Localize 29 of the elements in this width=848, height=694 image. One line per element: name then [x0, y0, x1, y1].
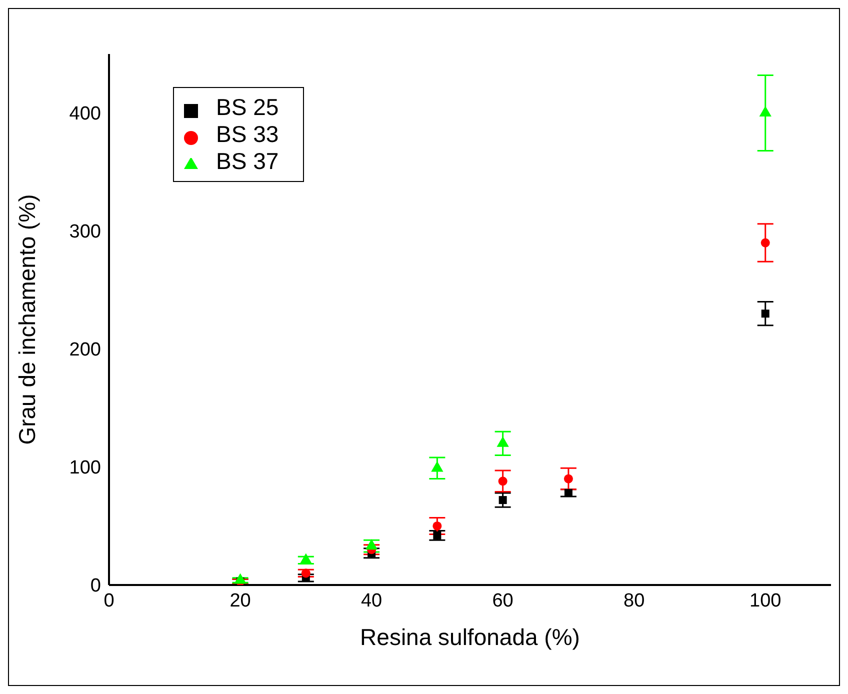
point [498, 476, 508, 486]
point [564, 474, 573, 484]
y-tick-label: 0 [90, 576, 101, 597]
x-tick-label: 60 [492, 590, 514, 612]
point [761, 310, 770, 318]
x-tick-label: 80 [624, 590, 645, 612]
y-tick-label: 300 [69, 222, 101, 243]
point [301, 568, 310, 578]
legend-label: BS 37 [216, 148, 279, 174]
point [564, 488, 572, 497]
x-axis-title: Resina sulfonada (%) [360, 624, 580, 650]
point [365, 539, 378, 550]
y-axis-title: Grau de inchamento (%) [14, 194, 40, 445]
y-tick-label: 100 [69, 458, 101, 479]
y-tick-label: 200 [69, 340, 101, 361]
y-tick-label: 400 [69, 104, 101, 125]
legend-label: BS 33 [216, 121, 279, 147]
point [433, 531, 442, 540]
x-tick-label: 100 [750, 590, 782, 612]
x-tick-label: 0 [104, 590, 114, 612]
legend-label: BS 25 [216, 94, 279, 120]
x-tick-label: 20 [230, 590, 251, 612]
point [234, 573, 246, 584]
point [432, 521, 442, 531]
x-tick-label: 40 [360, 590, 382, 612]
point [760, 238, 770, 248]
point [498, 496, 507, 504]
point [300, 553, 312, 564]
point [431, 461, 444, 472]
